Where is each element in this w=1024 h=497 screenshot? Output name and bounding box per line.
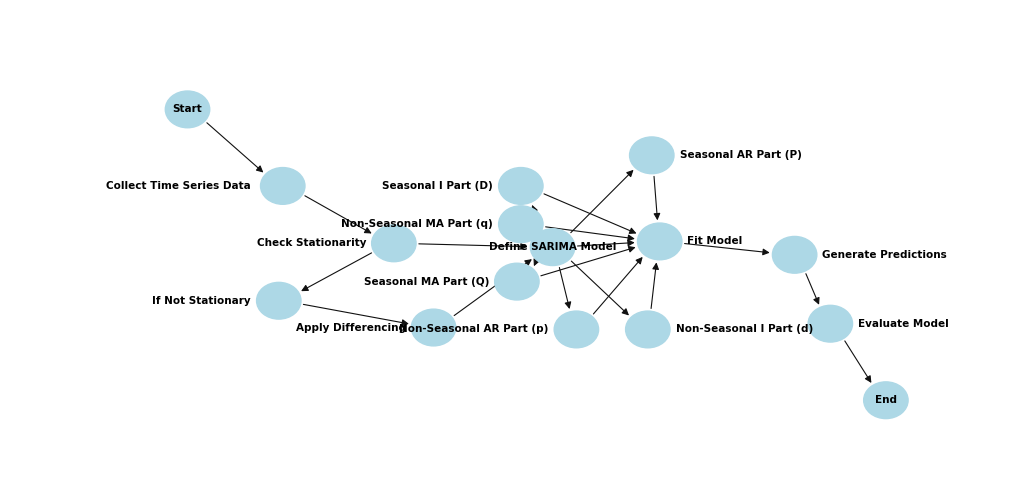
Text: If Not Stationary: If Not Stationary: [153, 296, 251, 306]
Text: Seasonal MA Part (Q): Seasonal MA Part (Q): [364, 277, 489, 287]
Ellipse shape: [412, 309, 456, 346]
Ellipse shape: [260, 167, 305, 204]
Ellipse shape: [808, 305, 853, 342]
Ellipse shape: [626, 311, 670, 348]
Text: Start: Start: [173, 104, 203, 114]
Text: Define SARIMA Model: Define SARIMA Model: [488, 242, 616, 252]
Text: Apply Differencing: Apply Differencing: [296, 323, 406, 332]
Ellipse shape: [530, 229, 574, 265]
Text: Check Stationarity: Check Stationarity: [257, 239, 367, 248]
Ellipse shape: [772, 237, 817, 273]
Text: Seasonal AR Part (P): Seasonal AR Part (P): [680, 150, 802, 161]
Ellipse shape: [863, 382, 908, 418]
Text: Non-Seasonal MA Part (q): Non-Seasonal MA Part (q): [341, 219, 494, 229]
Text: Seasonal I Part (D): Seasonal I Part (D): [382, 181, 494, 191]
Text: Collect Time Series Data: Collect Time Series Data: [106, 181, 251, 191]
Text: Non-Seasonal AR Part (p): Non-Seasonal AR Part (p): [399, 325, 549, 334]
Text: End: End: [874, 395, 897, 405]
Ellipse shape: [554, 311, 599, 348]
Ellipse shape: [372, 225, 416, 262]
Text: Generate Predictions: Generate Predictions: [822, 250, 947, 260]
Ellipse shape: [495, 263, 539, 300]
Text: Evaluate Model: Evaluate Model: [858, 319, 949, 329]
Ellipse shape: [630, 137, 674, 173]
Text: Fit Model: Fit Model: [687, 237, 742, 247]
Ellipse shape: [499, 206, 543, 243]
Text: Non-Seasonal I Part (d): Non-Seasonal I Part (d): [676, 325, 813, 334]
Ellipse shape: [499, 167, 543, 204]
Ellipse shape: [257, 282, 301, 319]
Ellipse shape: [638, 223, 682, 260]
Ellipse shape: [165, 91, 210, 128]
